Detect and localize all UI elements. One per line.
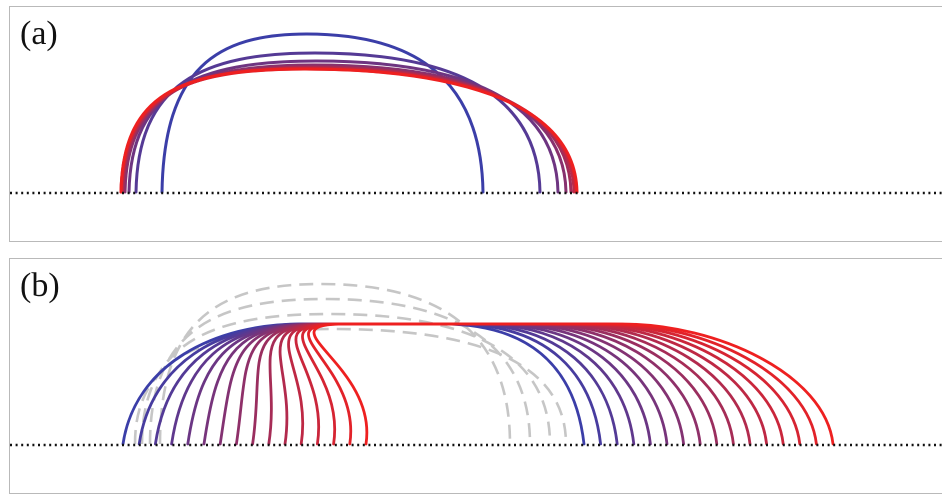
panel-b: (b) <box>9 258 942 494</box>
ghost-profile-curve <box>158 282 512 445</box>
droplet-profile-curve <box>160 32 485 194</box>
droplet-profile-curve <box>121 65 573 194</box>
panel-label-b: (b) <box>20 267 60 304</box>
ghost-profile-curve <box>140 312 552 445</box>
panel-b-plot <box>10 282 942 447</box>
droplet-profile-curve <box>127 59 560 194</box>
panel-a: (a) <box>9 6 942 242</box>
droplet-profile-curve <box>312 322 835 446</box>
droplet-profile-curve <box>119 67 579 194</box>
droplet-profile-curve <box>120 66 576 194</box>
panel-a-plot <box>10 32 942 195</box>
droplet-profile-curve <box>134 51 542 194</box>
droplet-profile-curve <box>119 67 578 194</box>
panel-label-a: (a) <box>20 15 58 52</box>
